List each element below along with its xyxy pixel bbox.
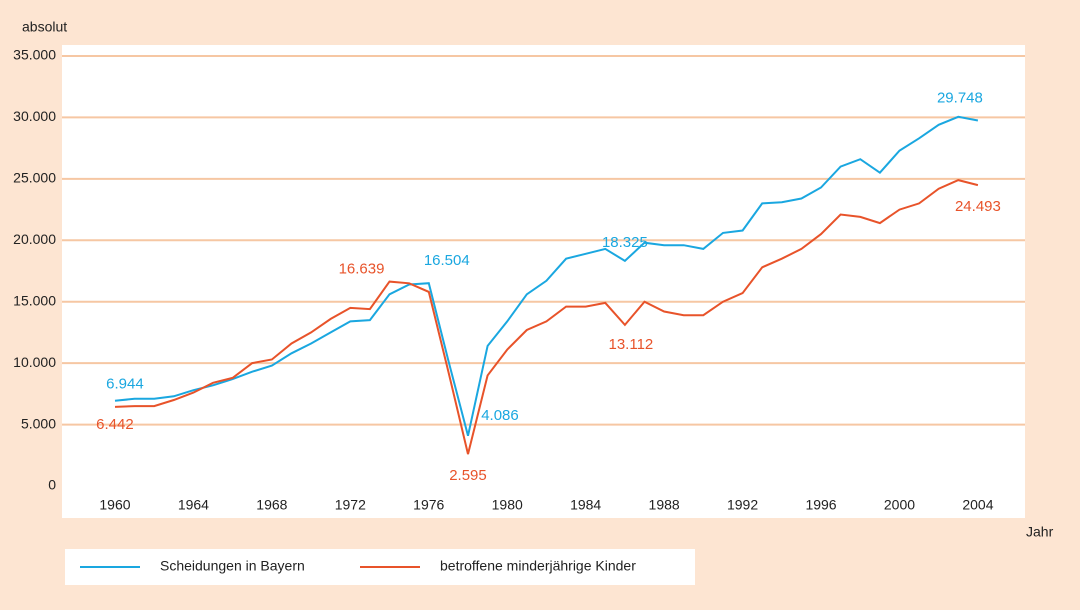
y-tick-label: 5.000: [21, 415, 56, 431]
x-tick-label: 1964: [178, 497, 209, 513]
x-axis-label: Jahr: [1026, 524, 1054, 540]
value-label: 16.504: [424, 252, 470, 269]
series-line: [114, 179, 979, 455]
x-tick-label: 2000: [884, 497, 915, 513]
y-tick-label: 0: [48, 477, 56, 493]
series-line: [114, 115, 979, 437]
y-tick-label: 25.000: [13, 170, 56, 186]
value-label: 4.086: [481, 407, 519, 424]
x-tick-label: 1976: [413, 497, 444, 513]
y-tick-label: 15.000: [13, 292, 56, 308]
legend-label: betroffene minderjährige Kinder: [440, 558, 636, 574]
y-tick-label: 30.000: [13, 108, 56, 124]
value-label: 24.493: [955, 198, 1001, 215]
x-tick-label: 2004: [962, 497, 993, 513]
value-label: 6.944: [106, 376, 144, 393]
x-tick-label: 1960: [99, 497, 130, 513]
x-tick-label: 1984: [570, 497, 601, 513]
y-tick-label: 35.000: [13, 47, 56, 63]
value-label: 6.442: [96, 416, 134, 433]
legend-label: Scheidungen in Bayern: [160, 558, 305, 574]
value-label: 2.595: [449, 467, 487, 484]
value-label: 13.112: [609, 336, 654, 353]
value-label: 29.748: [937, 89, 983, 106]
x-tick-label: 1988: [649, 497, 680, 513]
x-tick-label: 1996: [805, 497, 836, 513]
y-tick-label: 20.000: [13, 231, 56, 247]
x-tick-label: 1992: [727, 497, 758, 513]
y-axis-label: absolut: [22, 19, 67, 35]
x-tick-label: 1968: [256, 497, 287, 513]
plot-area: [62, 45, 1025, 518]
x-tick-label: 1972: [335, 497, 366, 513]
value-label: 18.325: [602, 234, 648, 251]
value-label: 16.639: [339, 261, 385, 278]
y-tick-label: 10.000: [13, 354, 56, 370]
x-tick-label: 1980: [492, 497, 523, 513]
